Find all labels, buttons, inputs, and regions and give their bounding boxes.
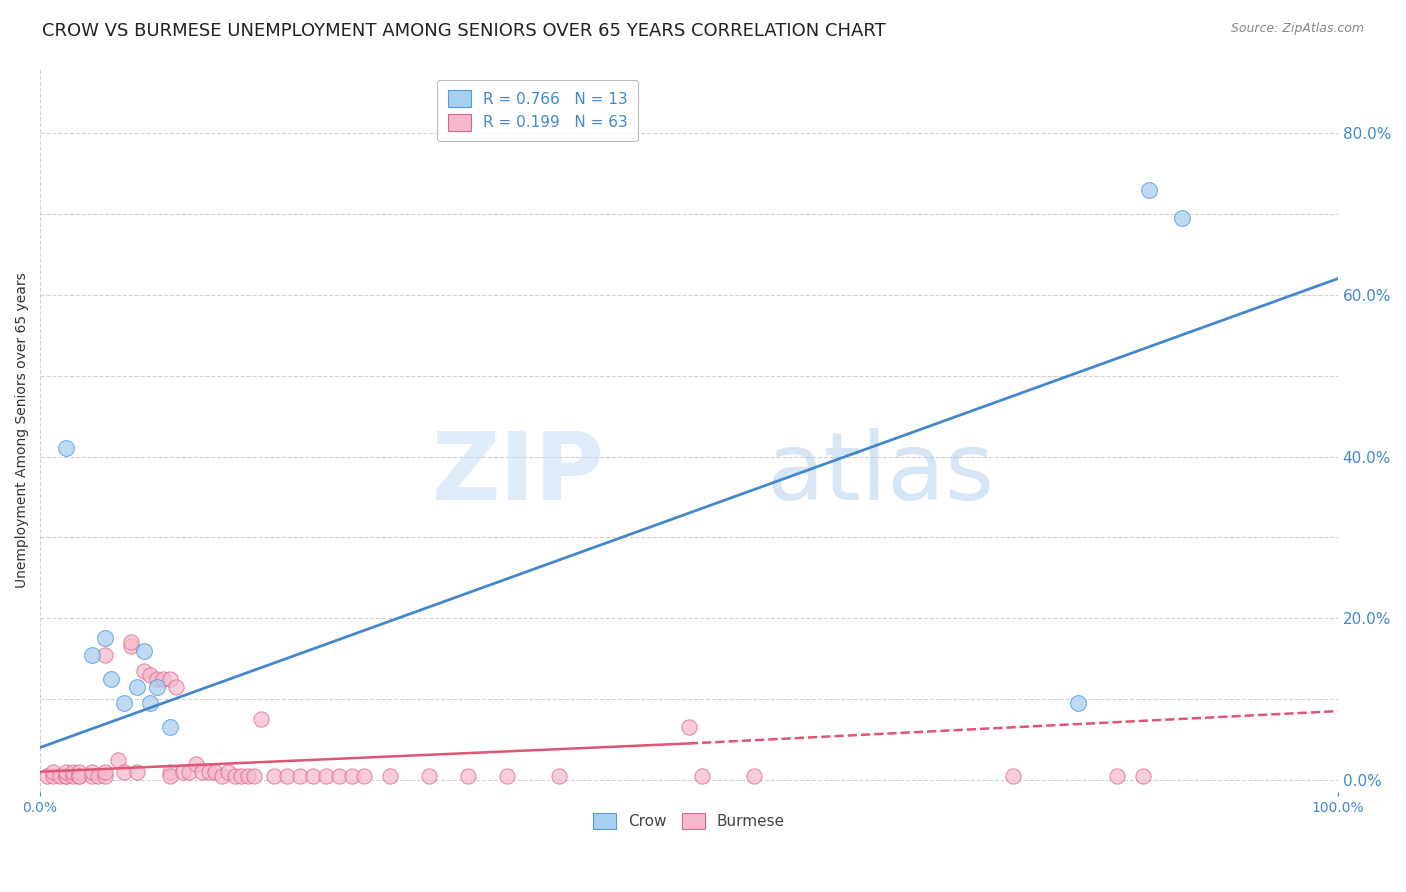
Point — [159, 769, 181, 783]
Point — [62, 764, 84, 779]
Point — [55, 769, 77, 783]
Point — [690, 769, 713, 783]
Point — [380, 769, 402, 783]
Point — [353, 769, 375, 783]
Point — [172, 764, 194, 779]
Point — [243, 769, 266, 783]
Point — [340, 769, 363, 783]
Point — [152, 672, 174, 686]
Point — [678, 720, 700, 734]
Point — [114, 764, 136, 779]
Point — [179, 764, 201, 779]
Point — [146, 672, 169, 686]
Point — [1067, 696, 1090, 710]
Point — [197, 764, 219, 779]
Point — [87, 769, 110, 783]
Point — [204, 764, 226, 779]
Point — [48, 769, 70, 783]
Point — [276, 769, 298, 783]
Point — [217, 764, 239, 779]
Point — [288, 769, 311, 783]
Text: CROW VS BURMESE UNEMPLOYMENT AMONG SENIORS OVER 65 YEARS CORRELATION CHART: CROW VS BURMESE UNEMPLOYMENT AMONG SENIO… — [42, 22, 886, 40]
Point — [742, 769, 765, 783]
Point — [548, 769, 571, 783]
Point — [1132, 769, 1154, 783]
Point — [224, 769, 246, 783]
Point — [127, 764, 149, 779]
Point — [184, 756, 207, 771]
Point — [132, 664, 155, 678]
Point — [1171, 211, 1194, 225]
Point — [55, 769, 77, 783]
Point — [55, 764, 77, 779]
Point — [263, 769, 285, 783]
Y-axis label: Unemployment Among Seniors over 65 years: Unemployment Among Seniors over 65 years — [15, 272, 30, 588]
Point — [249, 712, 271, 726]
Point — [139, 667, 162, 681]
Point — [120, 640, 142, 654]
Point — [496, 769, 519, 783]
Point — [100, 672, 122, 686]
Point — [127, 680, 149, 694]
Point — [114, 696, 136, 710]
Point — [80, 769, 103, 783]
Point — [231, 769, 253, 783]
Point — [315, 769, 337, 783]
Point — [120, 635, 142, 649]
Legend: Crow, Burmese: Crow, Burmese — [586, 806, 792, 835]
Point — [1139, 183, 1161, 197]
Point — [236, 769, 259, 783]
Point — [62, 769, 84, 783]
Point — [139, 696, 162, 710]
Point — [1002, 769, 1025, 783]
Text: Source: ZipAtlas.com: Source: ZipAtlas.com — [1230, 22, 1364, 36]
Point — [67, 764, 90, 779]
Point — [80, 648, 103, 662]
Point — [1105, 769, 1128, 783]
Point — [67, 769, 90, 783]
Point — [159, 720, 181, 734]
Point — [80, 764, 103, 779]
Point — [418, 769, 440, 783]
Point — [159, 764, 181, 779]
Point — [165, 680, 187, 694]
Text: atlas: atlas — [766, 427, 995, 520]
Point — [328, 769, 350, 783]
Point — [457, 769, 479, 783]
Point — [42, 764, 65, 779]
Point — [211, 769, 233, 783]
Point — [159, 672, 181, 686]
Point — [94, 769, 117, 783]
Point — [107, 753, 129, 767]
Point — [146, 680, 169, 694]
Point — [301, 769, 323, 783]
Point — [191, 764, 214, 779]
Point — [94, 632, 117, 646]
Text: ZIP: ZIP — [432, 427, 605, 520]
Point — [67, 769, 90, 783]
Point — [35, 769, 58, 783]
Point — [42, 769, 65, 783]
Point — [94, 764, 117, 779]
Point — [132, 643, 155, 657]
Point — [55, 442, 77, 456]
Point — [94, 648, 117, 662]
